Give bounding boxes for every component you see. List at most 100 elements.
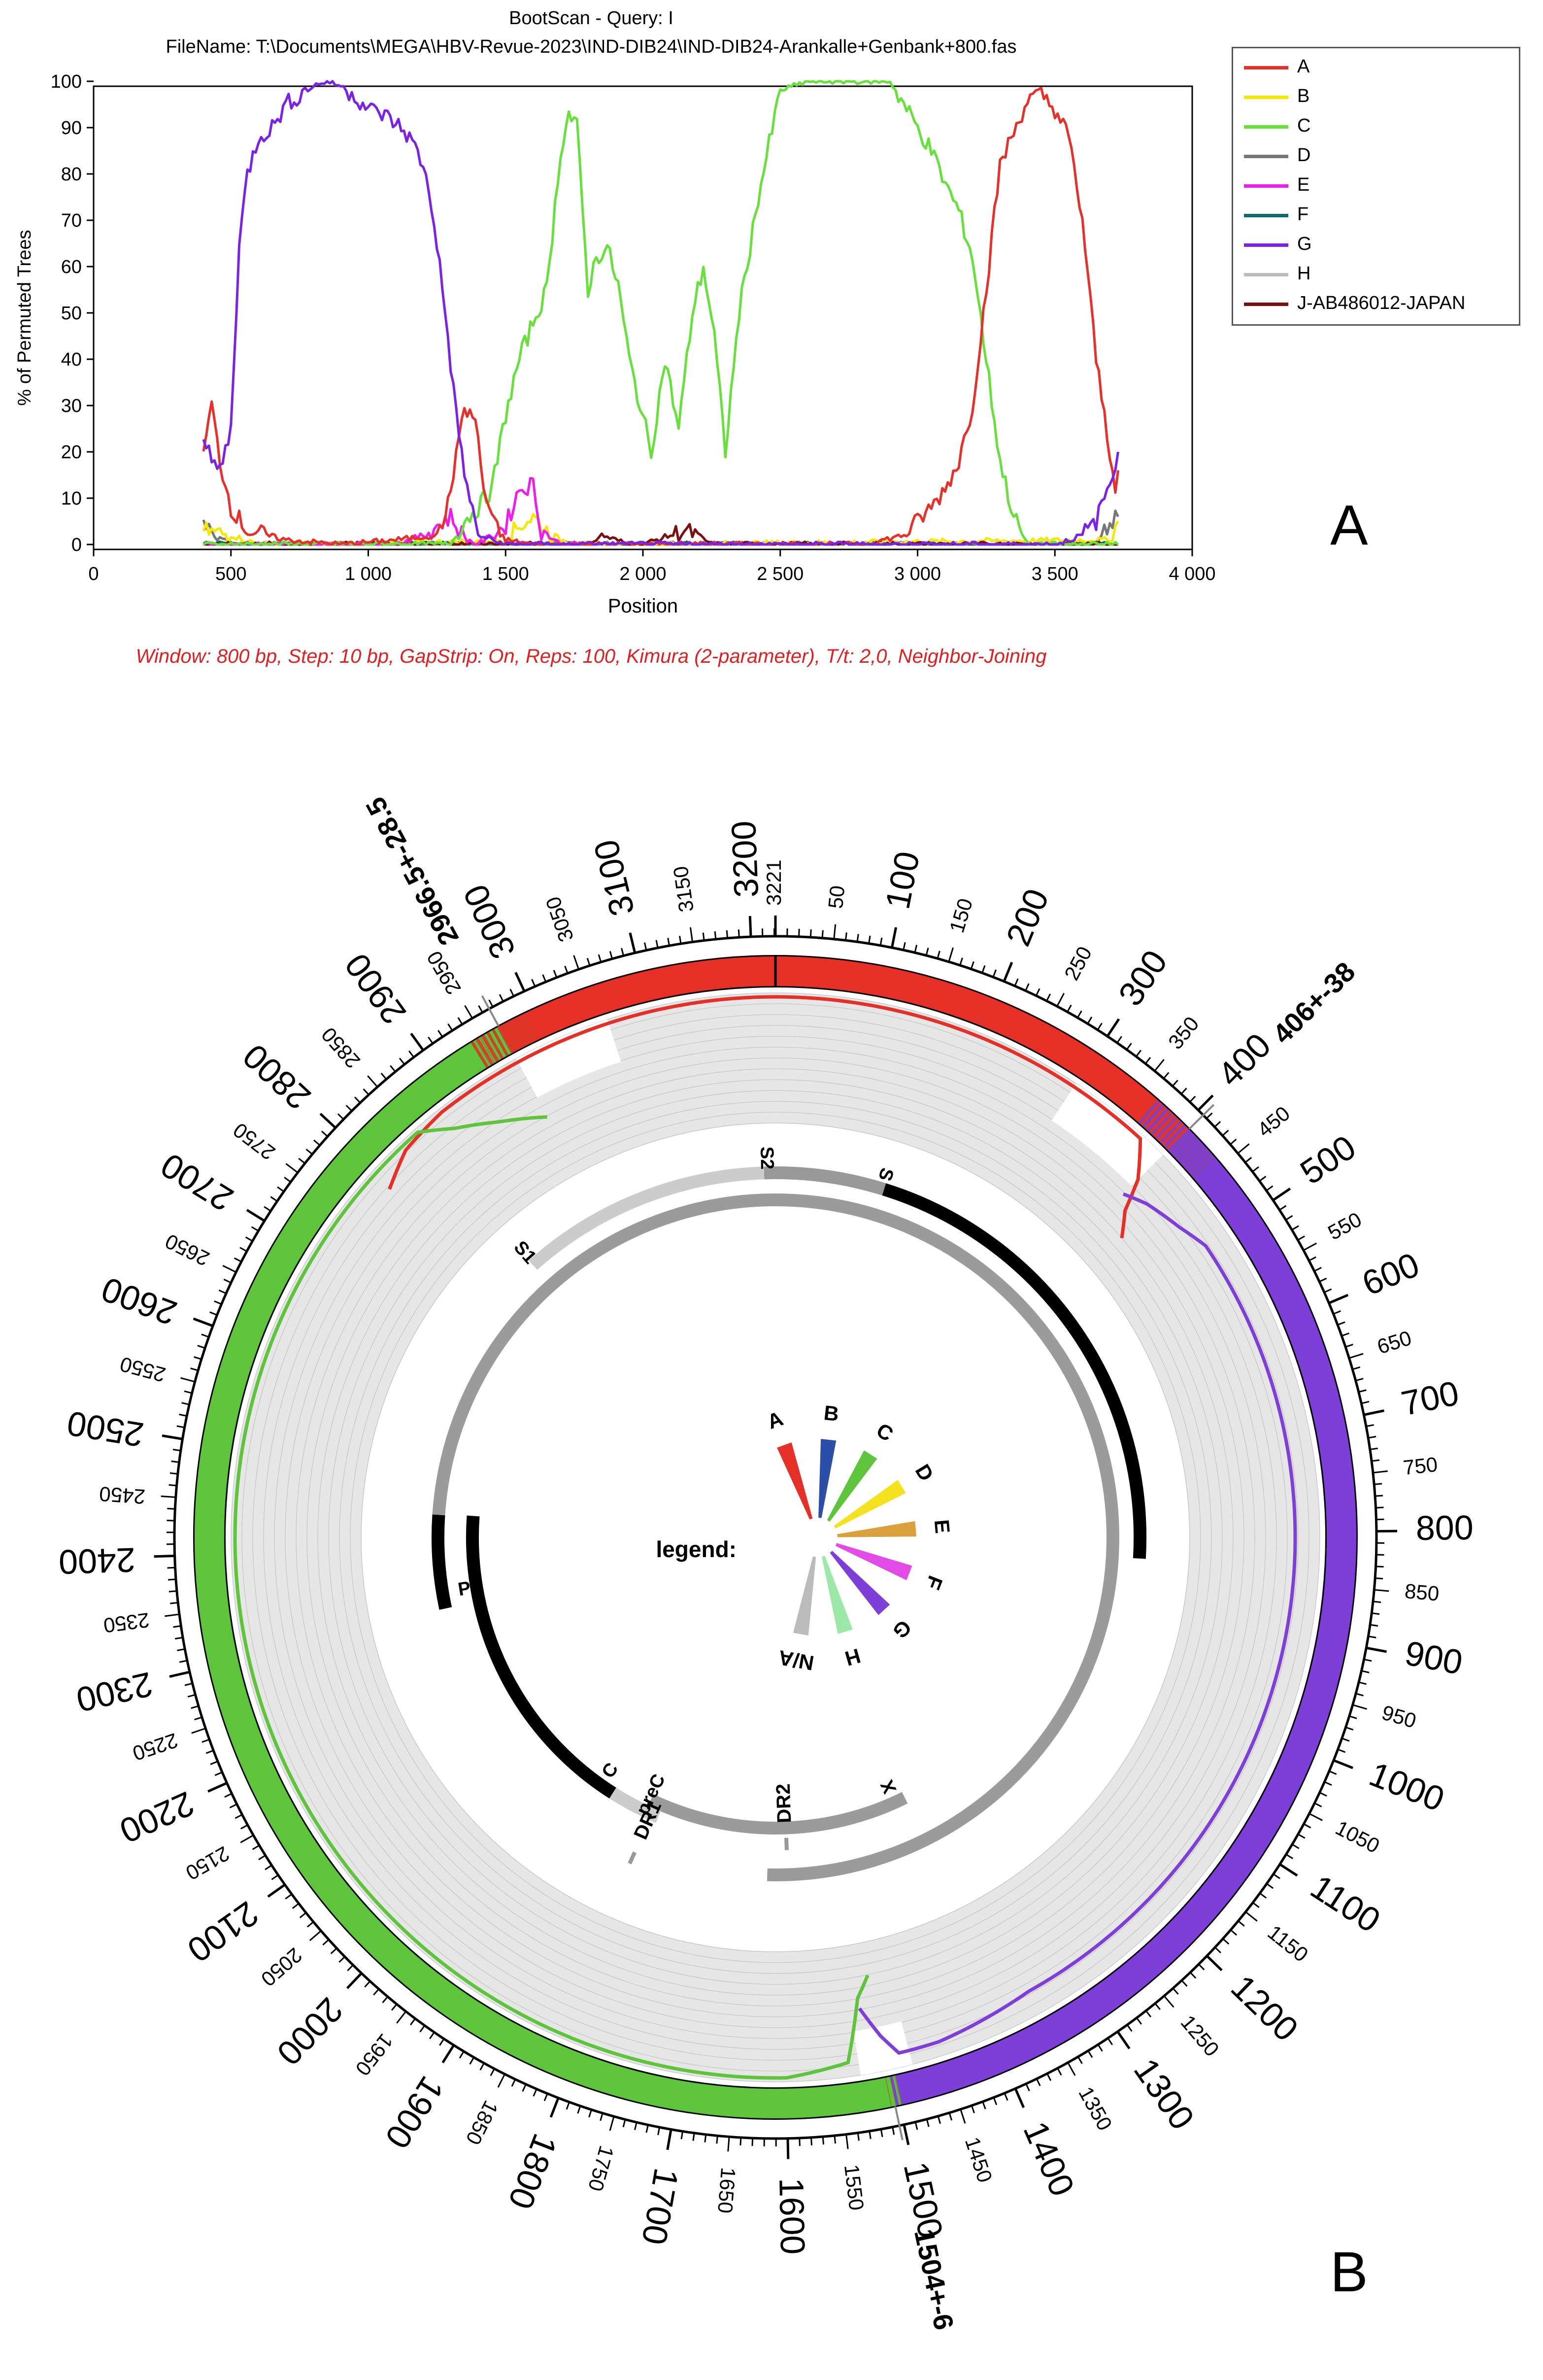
scale-tick [239, 1247, 247, 1252]
scale-tick [285, 1163, 299, 1173]
scale-tick [1349, 1715, 1357, 1719]
scale-tick [409, 2018, 416, 2026]
scale-tick [1303, 1823, 1311, 1829]
scale-tick [588, 2109, 592, 2118]
scale-tick [167, 1566, 175, 1569]
scale-tick [1358, 1389, 1367, 1393]
scale-tick [469, 2057, 475, 2065]
x-tick-label: 1 000 [345, 564, 392, 584]
scale-tick [490, 2068, 495, 2076]
scale-tick [1214, 1946, 1221, 1954]
scale-tick [193, 1317, 213, 1327]
scale-tick [1057, 2068, 1062, 2076]
scale-tick [285, 1893, 293, 1900]
scale-tick [1107, 2038, 1113, 2045]
scale-tick [1314, 1802, 1322, 1807]
scale-tick [738, 929, 740, 938]
scale-label: 1150 [1263, 1921, 1312, 1967]
scale-tick [1352, 1704, 1367, 1710]
legend-wedge-h [822, 1556, 853, 1634]
scale-tick [170, 1601, 178, 1604]
scale-tick [1345, 1344, 1353, 1348]
legend-wedge-a [777, 1442, 813, 1520]
series-line-a [202, 86, 1119, 546]
scale-tick [856, 934, 859, 942]
scale-tick [982, 2101, 986, 2109]
scale-tick [1355, 1378, 1364, 1382]
scale-tick [306, 1921, 314, 1928]
scale-label: 3200 [724, 820, 766, 898]
scale-tick [175, 1636, 183, 1640]
scale-tick [363, 1088, 369, 1095]
recombination-trace-g [858, 1192, 1297, 2055]
scale-tick [234, 1257, 242, 1262]
panel-a-label: A [1330, 494, 1368, 557]
series-line-g [202, 80, 1119, 546]
scale-tick [184, 1390, 193, 1394]
scale-tick [937, 951, 940, 959]
scale-tick [586, 957, 591, 966]
legend-wedge-label: B [823, 1401, 840, 1426]
legend-item: J-AB486012-JAPAN [1233, 292, 1514, 316]
scale-label: 1100 [1304, 1868, 1387, 1940]
scale-label: 2100 [180, 1894, 265, 1970]
legend-swatch [1244, 96, 1288, 99]
scale-tick [292, 1903, 300, 1909]
scale-tick [716, 2136, 718, 2144]
legend-label: E [1297, 174, 1310, 195]
legend-label: C [1297, 115, 1311, 136]
scale-tick [1245, 1911, 1258, 1922]
scale-tick [1352, 1366, 1361, 1370]
scale-tick [197, 1345, 205, 1349]
scale-tick [1237, 1143, 1250, 1154]
scale-label: 250 [1060, 943, 1096, 984]
legend-item: B [1233, 85, 1514, 109]
scale-tick [457, 1017, 463, 1025]
scale-tick [1279, 1205, 1287, 1211]
scale-tick [240, 1835, 254, 1843]
scale-tick [162, 1434, 183, 1440]
marker-tick [784, 1837, 789, 1850]
scale-tick [667, 938, 671, 946]
scale-tick [313, 1139, 321, 1146]
scale-tick [564, 965, 569, 974]
legend-wedge-label: E [930, 1519, 954, 1534]
scale-tick [542, 974, 547, 983]
scale-tick [169, 1670, 190, 1678]
x-tick-label: 2 000 [619, 564, 666, 584]
scale-tick [390, 1065, 396, 1072]
scale-label: 3150 [669, 865, 698, 914]
legend-swatch [1244, 303, 1288, 306]
scale-label: 2250 [130, 1729, 181, 1765]
legend-swatch [1244, 66, 1288, 69]
scale-tick [1375, 1577, 1383, 1580]
scale-tick [1025, 2083, 1030, 2092]
scale-tick [345, 1105, 353, 1112]
scale-tick [609, 951, 613, 959]
scale-label: 2950 [422, 947, 466, 998]
y-tick-label: 60 [61, 257, 82, 277]
scale-tick [1279, 1863, 1298, 1877]
scale-tick [1136, 1050, 1142, 1057]
scale-tick [267, 1883, 286, 1898]
scale-tick [833, 924, 837, 939]
scale-tick [598, 954, 602, 962]
scale-label: 1550 [840, 2163, 869, 2211]
scale-tick [533, 2088, 537, 2097]
scale-tick [1375, 1565, 1384, 1568]
gene-arc-p [431, 1514, 452, 1610]
scale-tick [1272, 1188, 1291, 1201]
scale-tick [1067, 1004, 1072, 1013]
legend-wedge-e [837, 1521, 916, 1537]
scale-tick [1361, 1670, 1370, 1673]
scale-tick [201, 1738, 210, 1743]
scale-label: 3000 [456, 879, 523, 964]
scale-label: 3050 [541, 894, 578, 945]
scale-label: 2300 [73, 1665, 156, 1719]
scale-tick [531, 979, 536, 987]
scale-tick [205, 1750, 214, 1754]
scale-label: 1950 [351, 2030, 398, 2080]
legend-wedge-f [836, 1543, 912, 1580]
scale-label: 350 [1164, 1012, 1204, 1054]
x-tick-label: 4 000 [1169, 564, 1215, 584]
